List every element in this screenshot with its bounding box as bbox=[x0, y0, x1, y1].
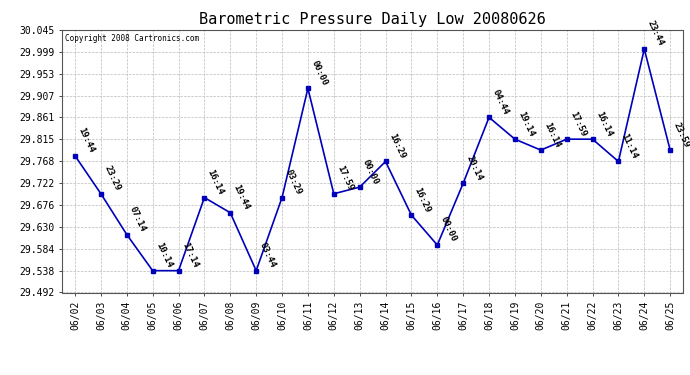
Text: 07:14: 07:14 bbox=[128, 205, 148, 233]
Text: 19:14: 19:14 bbox=[516, 110, 536, 138]
Title: Barometric Pressure Daily Low 20080626: Barometric Pressure Daily Low 20080626 bbox=[199, 12, 546, 27]
Text: 04:44: 04:44 bbox=[491, 88, 510, 116]
Text: 17:59: 17:59 bbox=[568, 110, 588, 138]
Text: 03:44: 03:44 bbox=[257, 241, 277, 269]
Text: 00:00: 00:00 bbox=[309, 59, 329, 87]
Text: 17:14: 17:14 bbox=[180, 241, 199, 269]
Text: Copyright 2008 Cartronics.com: Copyright 2008 Cartronics.com bbox=[65, 34, 199, 43]
Text: 23:59: 23:59 bbox=[671, 120, 690, 149]
Text: 23:29: 23:29 bbox=[102, 164, 122, 192]
Text: 16:29: 16:29 bbox=[413, 186, 433, 214]
Text: 00:00: 00:00 bbox=[439, 216, 458, 244]
Text: 11:14: 11:14 bbox=[620, 132, 640, 160]
Text: 17:59: 17:59 bbox=[335, 164, 355, 192]
Text: 23:44: 23:44 bbox=[646, 20, 665, 48]
Text: 16:14: 16:14 bbox=[542, 120, 562, 149]
Text: 16:14: 16:14 bbox=[206, 168, 226, 196]
Text: 20:14: 20:14 bbox=[464, 154, 484, 182]
Text: 19:44: 19:44 bbox=[77, 126, 96, 154]
Text: 03:29: 03:29 bbox=[284, 168, 303, 196]
Text: 19:44: 19:44 bbox=[232, 183, 251, 211]
Text: 16:29: 16:29 bbox=[387, 132, 406, 160]
Text: 16:14: 16:14 bbox=[594, 110, 613, 138]
Text: 10:14: 10:14 bbox=[154, 241, 174, 269]
Text: 00:00: 00:00 bbox=[361, 158, 381, 186]
